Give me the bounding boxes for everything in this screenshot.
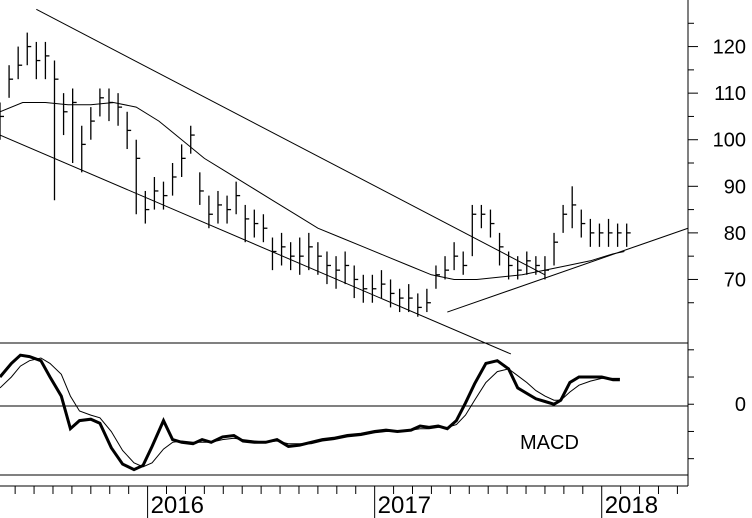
price-panel: 70 80 90 100 110 120 xyxy=(0,8,746,355)
trendline xyxy=(36,8,546,276)
macd-axis-ticks: 0 xyxy=(688,349,746,460)
price-axis-tick-label: 90 xyxy=(724,176,746,198)
price-axis-ticks: 70 80 90 100 110 120 xyxy=(688,22,746,304)
macd-line xyxy=(0,353,620,472)
year-tick-label: 2017 xyxy=(378,492,431,518)
trendlines xyxy=(0,8,689,355)
price-axis-tick-label: 110 xyxy=(714,83,746,105)
year-tick-label: 2018 xyxy=(605,492,658,518)
macd-panel: 0 MACD xyxy=(0,342,746,476)
moving-average-line xyxy=(0,101,625,280)
time-axis-ticks: 2016 2017 2018 xyxy=(14,486,678,518)
signal-line xyxy=(0,357,620,468)
price-axis-tick-label: 120 xyxy=(713,37,746,59)
price-axis-tick-label: 70 xyxy=(724,269,746,291)
trendline xyxy=(0,134,512,355)
price-bars xyxy=(0,32,631,317)
macd-axis-tick-label: 0 xyxy=(735,394,746,416)
trendline xyxy=(447,227,689,313)
price-axis-tick-label: 80 xyxy=(724,223,746,245)
year-tick-label: 2016 xyxy=(151,492,204,518)
macd-panel-title: MACD xyxy=(520,432,579,454)
price-axis-tick-label: 100 xyxy=(713,130,746,152)
